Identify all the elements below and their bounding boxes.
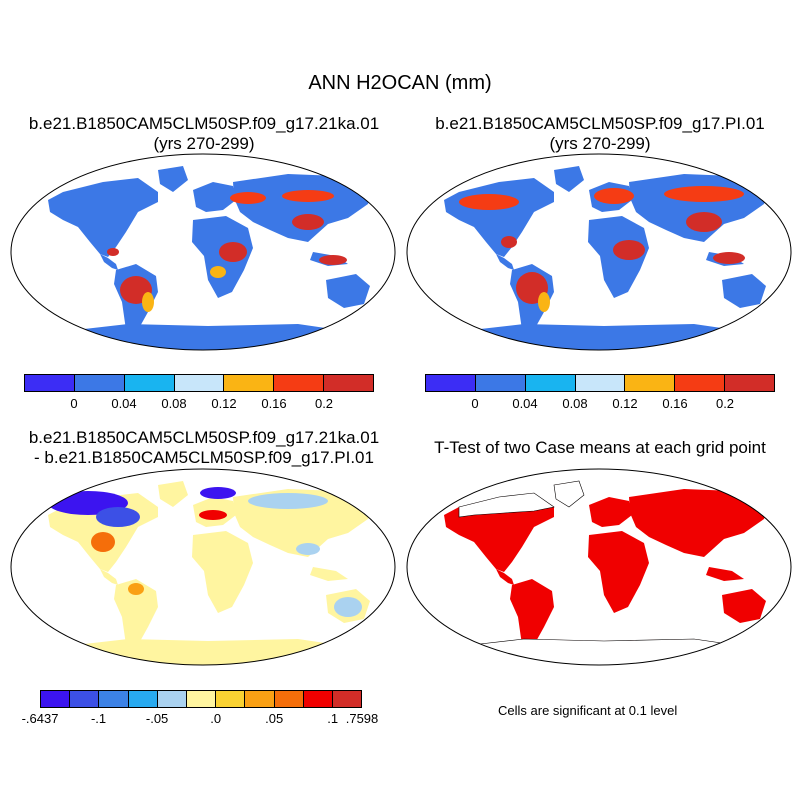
- colorbar-pi-swatch-5: [675, 375, 726, 391]
- panel-title-bottom-left: b.e21.B1850CAM5CLM50SP.f09_g17.21ka.01 -…: [4, 428, 404, 468]
- colorbar-pi-swatch-3: [575, 375, 626, 391]
- colorbar-21ka-label-4: 0.16: [261, 396, 287, 411]
- colorbar-difference-label-2: -.05: [145, 711, 169, 726]
- colorbar-21ka-swatch-5: [274, 375, 325, 391]
- colorbar-difference-swatch-3: [128, 691, 158, 707]
- panel-title-top-right-line2: (yrs 270-299): [549, 134, 651, 153]
- colorbar-pi: [425, 374, 775, 392]
- colorbar-pi-swatch-4: [625, 375, 676, 391]
- map-fill-difference: [11, 469, 395, 665]
- panel-title-top-left-line2: (yrs 270-299): [153, 134, 255, 153]
- colorbar-pi-label-1: 0.04: [512, 396, 538, 411]
- colorbar-difference-swatch-2: [99, 691, 129, 707]
- colorbar-difference-label-5: .1: [327, 711, 339, 726]
- colorbar-difference-label-6: .7598: [345, 711, 379, 726]
- map-panel-pi: [406, 153, 792, 351]
- colorbar-pi-label-0: 0: [471, 396, 479, 411]
- panel-title-top-left-line1: b.e21.B1850CAM5CLM50SP.f09_g17.21ka.01: [28, 114, 380, 133]
- colorbar-21ka-label-1: 0.04: [111, 396, 137, 411]
- map-fill-pi: [407, 154, 791, 350]
- map-fill-ttest: [407, 469, 791, 665]
- colorbar-difference-label-4: .05: [265, 711, 284, 726]
- panel-title-top-right: b.e21.B1850CAM5CLM50SP.f09_g17.PI.01 (yr…: [400, 114, 800, 154]
- colorbar-pi-swatch-2: [525, 375, 576, 391]
- colorbar-21ka: [24, 374, 374, 392]
- colorbar-pi-labels: 0 0.04 0.08 0.12 0.16 0.2: [425, 396, 775, 414]
- colorbar-difference-label-1: -.1: [90, 711, 107, 726]
- colorbar-difference-swatch-4: [157, 691, 187, 707]
- colorbar-pi-swatch-1: [475, 375, 526, 391]
- colorbar-difference-swatch-5: [186, 691, 217, 707]
- panel-title-top-left: b.e21.B1850CAM5CLM50SP.f09_g17.21ka.01 (…: [4, 114, 404, 154]
- colorbar-difference-label-3: .0: [210, 711, 222, 726]
- panel-title-top-right-line1: b.e21.B1850CAM5CLM50SP.f09_g17.PI.01: [435, 114, 765, 133]
- colorbar-pi-label-2: 0.08: [562, 396, 588, 411]
- colorbar-pi-swatch-6: [725, 375, 775, 391]
- colorbar-difference-label-0: -.6437: [21, 711, 59, 726]
- map-panel-difference: [10, 468, 396, 666]
- colorbar-difference: [40, 690, 362, 708]
- panel-title-bottom-left-line1: b.e21.B1850CAM5CLM50SP.f09_g17.21ka.01: [28, 428, 380, 447]
- map-panel-ttest: [406, 468, 792, 666]
- significance-note: Cells are significant at 0.1 level: [498, 703, 678, 718]
- colorbar-21ka-swatch-2: [124, 375, 175, 391]
- colorbar-pi-label-5: 0.2: [715, 396, 735, 411]
- colorbar-difference-swatch-9: [303, 691, 333, 707]
- colorbar-21ka-label-2: 0.08: [161, 396, 187, 411]
- colorbar-21ka-label-5: 0.2: [314, 396, 334, 411]
- colorbar-21ka-swatch-6: [324, 375, 374, 391]
- map-panel-21ka: [10, 153, 396, 351]
- colorbar-21ka-labels: 0 0.04 0.08 0.12 0.16 0.2: [24, 396, 374, 414]
- colorbar-difference-labels: -.6437 -.1 -.05 .0 .05 .1 .7598: [22, 711, 379, 729]
- colorbar-difference-swatch-10: [332, 691, 362, 707]
- colorbar-21ka-swatch-3: [174, 375, 225, 391]
- colorbar-difference-swatch-7: [245, 691, 275, 707]
- colorbar-21ka-swatch-1: [74, 375, 125, 391]
- colorbar-difference-swatch-6: [216, 691, 246, 707]
- figure-title: ANN H2OCAN (mm): [308, 72, 492, 94]
- colorbar-21ka-swatch-0: [25, 375, 75, 391]
- colorbar-21ka-label-0: 0: [70, 396, 78, 411]
- colorbar-21ka-swatch-4: [224, 375, 275, 391]
- colorbar-difference-swatch-1: [70, 691, 100, 707]
- colorbar-pi-label-3: 0.12: [612, 396, 638, 411]
- colorbar-difference-swatch-8: [274, 691, 304, 707]
- map-fill-21ka: [11, 154, 395, 350]
- panel-title-bottom-left-line2: - b.e21.B1850CAM5CLM50SP.f09_g17.PI.01: [34, 448, 374, 467]
- panel-title-bottom-right: T-Test of two Case means at each grid po…: [434, 438, 766, 457]
- colorbar-difference-swatch-0: [41, 691, 71, 707]
- colorbar-pi-label-4: 0.16: [662, 396, 688, 411]
- colorbar-21ka-label-3: 0.12: [211, 396, 237, 411]
- colorbar-pi-swatch-0: [426, 375, 476, 391]
